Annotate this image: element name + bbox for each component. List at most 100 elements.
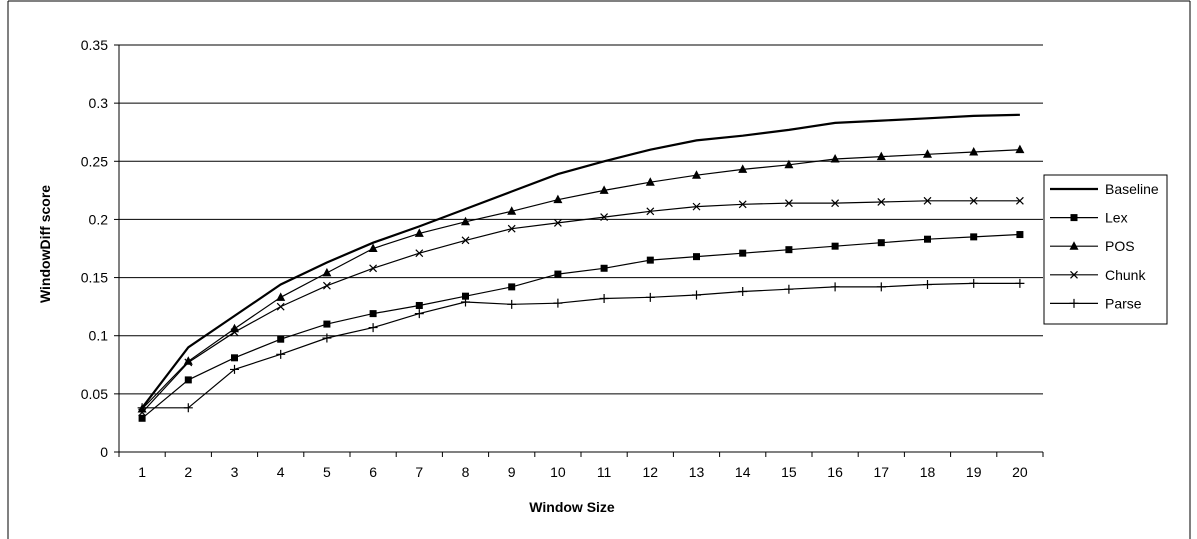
data-point-parse bbox=[322, 333, 332, 343]
series-baseline bbox=[141, 113, 1020, 409]
x-tick-label: 14 bbox=[735, 464, 751, 480]
data-point-chunk bbox=[692, 202, 701, 211]
x-tick-label: 10 bbox=[550, 464, 566, 480]
data-point-parse bbox=[230, 364, 239, 374]
y-tick-label: 0.2 bbox=[89, 211, 109, 227]
data-point-pos bbox=[645, 177, 655, 186]
data-point-parse bbox=[414, 309, 424, 319]
data-point-lex bbox=[138, 414, 146, 422]
gridlines bbox=[119, 44, 1043, 395]
tick-labels: 00.050.10.150.20.250.30.351 2 3 4 5 6 7 8 9 10 11 1… bbox=[81, 37, 1028, 480]
legend-item-chunk: Chunk bbox=[1050, 267, 1146, 283]
legend-marker-pos bbox=[1069, 241, 1079, 250]
data-point-lex bbox=[831, 242, 839, 250]
y-tick-label: 0.3 bbox=[89, 95, 109, 111]
x-tick-label: 16 bbox=[827, 464, 843, 480]
legend-label-baseline: Baseline bbox=[1105, 181, 1159, 197]
y-axis-title: WindowDiff score bbox=[37, 185, 53, 303]
data-point-parse bbox=[1015, 278, 1025, 288]
data-point-chunk bbox=[415, 249, 424, 258]
data-point-chunk bbox=[784, 199, 793, 208]
data-point-lex bbox=[785, 246, 793, 254]
data-point-parse bbox=[507, 299, 517, 309]
data-point-pos bbox=[1015, 144, 1025, 154]
y-tick-label: 0 bbox=[100, 444, 108, 460]
data-point-parse bbox=[183, 403, 193, 413]
data-point-lex bbox=[508, 283, 516, 291]
y-tick-label: 0.15 bbox=[81, 270, 108, 286]
x-tick-label: 6 bbox=[369, 464, 377, 480]
data-point-parse bbox=[599, 294, 609, 304]
series-lex bbox=[138, 231, 1024, 422]
x-axis-title: Window Size bbox=[529, 499, 615, 515]
data-point-pos bbox=[692, 170, 701, 179]
legend-marker-chunk bbox=[1070, 270, 1078, 279]
data-point-parse bbox=[784, 284, 794, 294]
data-point-chunk bbox=[369, 264, 378, 273]
y-tick-label: 0.25 bbox=[81, 153, 108, 169]
legend-item-lex: Lex bbox=[1050, 210, 1128, 226]
y-tick-label: 0.35 bbox=[81, 37, 108, 53]
legend: Baseline Lex POS Chunk Parse bbox=[1043, 174, 1168, 325]
data-point-chunk bbox=[923, 196, 932, 205]
data-point-pos bbox=[599, 185, 609, 194]
x-tick-label: 11 bbox=[597, 464, 612, 480]
series-chunk bbox=[138, 196, 1024, 417]
data-point-chunk bbox=[553, 218, 562, 227]
data-point-lex bbox=[184, 376, 192, 384]
data-point-pos bbox=[507, 206, 517, 215]
data-point-pos bbox=[276, 292, 286, 301]
x-tick-label: 1 bbox=[138, 464, 146, 480]
legend-marker-lex bbox=[1070, 214, 1078, 222]
data-point-lex bbox=[924, 235, 931, 243]
series-line-chunk bbox=[141, 200, 1020, 413]
data-point-chunk bbox=[184, 358, 193, 367]
data-point-lex bbox=[1016, 231, 1024, 239]
data-point-parse bbox=[692, 290, 701, 300]
series-pos bbox=[137, 144, 1025, 413]
data-point-parse bbox=[368, 323, 378, 333]
series-lines bbox=[137, 113, 1025, 422]
data-point-lex bbox=[415, 301, 423, 309]
data-point-lex bbox=[600, 264, 608, 272]
data-point-lex bbox=[369, 310, 377, 318]
data-point-pos bbox=[876, 151, 886, 161]
x-tick-label: 9 bbox=[508, 464, 516, 480]
data-point-lex bbox=[693, 253, 700, 261]
x-tick-label: 4 bbox=[277, 464, 285, 480]
data-point-parse bbox=[276, 349, 286, 359]
data-point-parse bbox=[969, 278, 979, 288]
series-line-baseline bbox=[141, 113, 1020, 409]
data-point-pos bbox=[830, 153, 840, 163]
legend-label-parse: Parse bbox=[1105, 295, 1142, 311]
x-tick-label: 17 bbox=[874, 464, 890, 480]
x-tick-label: 18 bbox=[920, 464, 936, 480]
data-point-chunk bbox=[276, 302, 285, 311]
data-point-pos bbox=[322, 267, 332, 277]
data-point-lex bbox=[739, 249, 747, 257]
data-point-lex bbox=[277, 335, 285, 343]
series-parse bbox=[137, 278, 1025, 413]
data-point-pos bbox=[553, 194, 563, 204]
data-point-parse bbox=[645, 292, 655, 302]
x-tick-label: 12 bbox=[643, 464, 659, 480]
x-tick-label: 20 bbox=[1012, 464, 1028, 480]
x-tick-label: 19 bbox=[966, 464, 982, 480]
y-tick-label: 0.05 bbox=[81, 386, 108, 402]
data-point-chunk bbox=[230, 328, 239, 337]
series-line-parse bbox=[142, 282, 1020, 409]
data-point-chunk bbox=[1015, 196, 1024, 205]
data-point-parse bbox=[876, 282, 886, 292]
data-point-pos bbox=[414, 228, 424, 237]
axes bbox=[114, 44, 1044, 457]
data-point-lex bbox=[231, 354, 238, 362]
legend-label-chunk: Chunk bbox=[1105, 267, 1146, 283]
data-point-parse bbox=[461, 297, 470, 307]
legend-item-parse: Parse bbox=[1050, 295, 1142, 311]
x-tick-label: 8 bbox=[462, 464, 470, 480]
series-line-pos bbox=[141, 149, 1020, 410]
data-point-chunk bbox=[831, 199, 840, 208]
data-point-chunk bbox=[507, 224, 516, 233]
data-point-parse bbox=[137, 403, 147, 413]
x-tick-label: 3 bbox=[231, 464, 239, 480]
